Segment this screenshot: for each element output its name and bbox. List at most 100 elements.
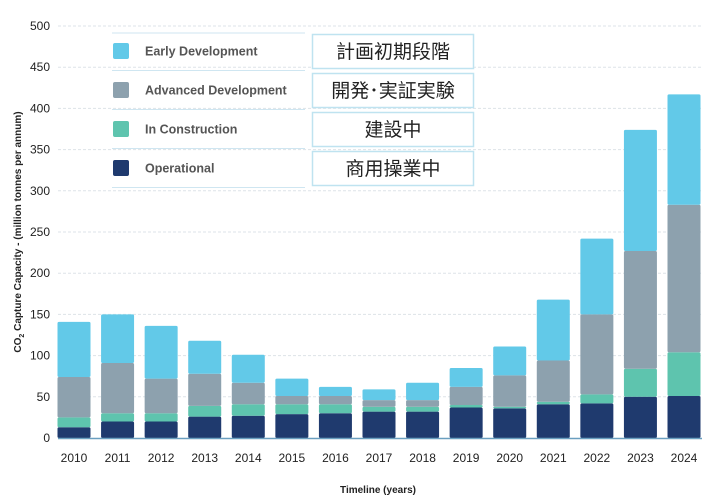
y-tick-label: 250 (30, 225, 50, 239)
x-axis-ticks: 2010 2011 2012 2013 2014 2015 2016 2017 2018 2019… (61, 451, 698, 465)
bar-advanced-development (493, 375, 527, 407)
y-axis-label: CO2 Capture Capacity - (million tonnes p… (13, 111, 26, 352)
bar-operational (101, 421, 135, 438)
x-tick-label: 2016 (322, 451, 349, 465)
bar-operational (449, 407, 483, 438)
bar-in-construction (231, 404, 265, 416)
bar-early-development (362, 389, 396, 401)
bar-advanced-development (536, 360, 570, 402)
x-tick-label: 2019 (453, 451, 480, 465)
legend-label: Advanced Development (145, 84, 288, 98)
bar-in-construction (667, 352, 701, 396)
bar-stack-2010 (57, 321, 91, 438)
legend-swatch (113, 82, 129, 98)
x-tick-label: 2011 (105, 451, 131, 465)
bar-in-construction (580, 394, 614, 404)
bar-stack-2019 (449, 367, 483, 438)
y-tick-label: 50 (37, 390, 51, 404)
bar-in-construction (188, 405, 222, 417)
bar-in-construction (623, 368, 657, 397)
bar-early-development (231, 354, 265, 383)
bar-in-construction (318, 404, 352, 414)
x-tick-label: 2024 (671, 451, 698, 465)
bar-in-construction (101, 413, 135, 422)
x-axis-label: Timeline (years) (340, 485, 416, 496)
bar-advanced-development (406, 400, 440, 407)
x-tick-label: 2012 (148, 451, 175, 465)
legend: Early Development 計画初期段階 Advanced Developm… (112, 32, 475, 188)
bar-stack-2020 (493, 346, 527, 438)
bar-stack-2022 (580, 238, 614, 438)
bar-advanced-development (57, 377, 91, 418)
bar-operational (536, 404, 570, 438)
legend-ja-box (311, 33, 475, 70)
bar-advanced-development (580, 314, 614, 395)
y-tick-label: 350 (30, 143, 50, 157)
bar-early-development (536, 299, 570, 361)
bar-stack-2011 (101, 314, 135, 438)
y-tick-label: 100 (30, 349, 50, 363)
legend-label: Early Development (145, 45, 258, 59)
bar-advanced-development (188, 373, 222, 406)
bar-in-construction (493, 406, 527, 409)
bar-operational (144, 421, 178, 438)
legend-ja-box (311, 150, 475, 187)
bar-stack-2021 (536, 299, 570, 438)
bar-operational (188, 416, 222, 438)
legend-label: Operational (145, 162, 214, 176)
bar-operational (362, 411, 396, 438)
bar-early-development (493, 346, 527, 376)
legend-label-ja: 開発･実証実験 (331, 80, 455, 102)
x-tick-label: 2018 (409, 451, 436, 465)
x-tick-label: 2017 (366, 451, 393, 465)
bar-stack-2018 (406, 382, 440, 438)
bar-in-construction (144, 413, 178, 422)
x-tick-label: 2010 (61, 451, 88, 465)
bar-operational (667, 395, 701, 438)
bar-operational (580, 403, 614, 438)
bar-advanced-development (449, 386, 483, 406)
y-tick-label: 400 (30, 101, 50, 115)
x-tick-label: 2014 (235, 451, 262, 465)
bar-operational (623, 396, 657, 438)
bar-operational (57, 427, 91, 438)
x-tick-label: 2022 (584, 451, 611, 465)
y-tick-label: 150 (30, 307, 50, 321)
bar-in-construction (362, 406, 396, 412)
bar-early-development (667, 94, 701, 205)
x-tick-label: 2021 (540, 451, 567, 465)
bar-operational (275, 414, 309, 438)
legend-ja-box (311, 111, 475, 148)
bar-stack-2013 (188, 340, 222, 438)
bar-stack-2015 (275, 378, 309, 438)
legend-swatch (113, 43, 129, 59)
bars (57, 94, 701, 438)
legend-label-ja: 計画初期段階 (336, 41, 450, 63)
bar-advanced-development (144, 378, 178, 414)
bar-stack-2014 (231, 354, 265, 438)
x-tick-label: 2015 (279, 451, 306, 465)
y-axis-ticks: 0 50 100 150 200 250 300 350 400 450 500 (30, 19, 50, 445)
y-tick-label: 450 (30, 60, 50, 74)
y-tick-label: 300 (30, 184, 50, 198)
legend-swatch (113, 121, 129, 137)
bar-advanced-development (623, 250, 657, 369)
legend-swatch (113, 160, 129, 176)
bar-in-construction (536, 401, 570, 405)
bar-in-construction (406, 406, 440, 412)
bar-stack-2024 (667, 94, 701, 438)
legend-label: In Construction (145, 123, 237, 137)
bar-operational (231, 415, 265, 438)
bar-early-development (318, 386, 352, 396)
bar-early-development (580, 238, 614, 315)
x-tick-label: 2013 (191, 451, 218, 465)
bar-early-development (144, 325, 178, 379)
bar-early-development (406, 382, 440, 401)
bar-operational (318, 413, 352, 438)
bar-early-development (57, 321, 91, 378)
bar-early-development (275, 378, 309, 396)
bar-advanced-development (101, 363, 135, 414)
bar-in-construction (275, 404, 309, 415)
y-tick-label: 200 (30, 266, 50, 280)
